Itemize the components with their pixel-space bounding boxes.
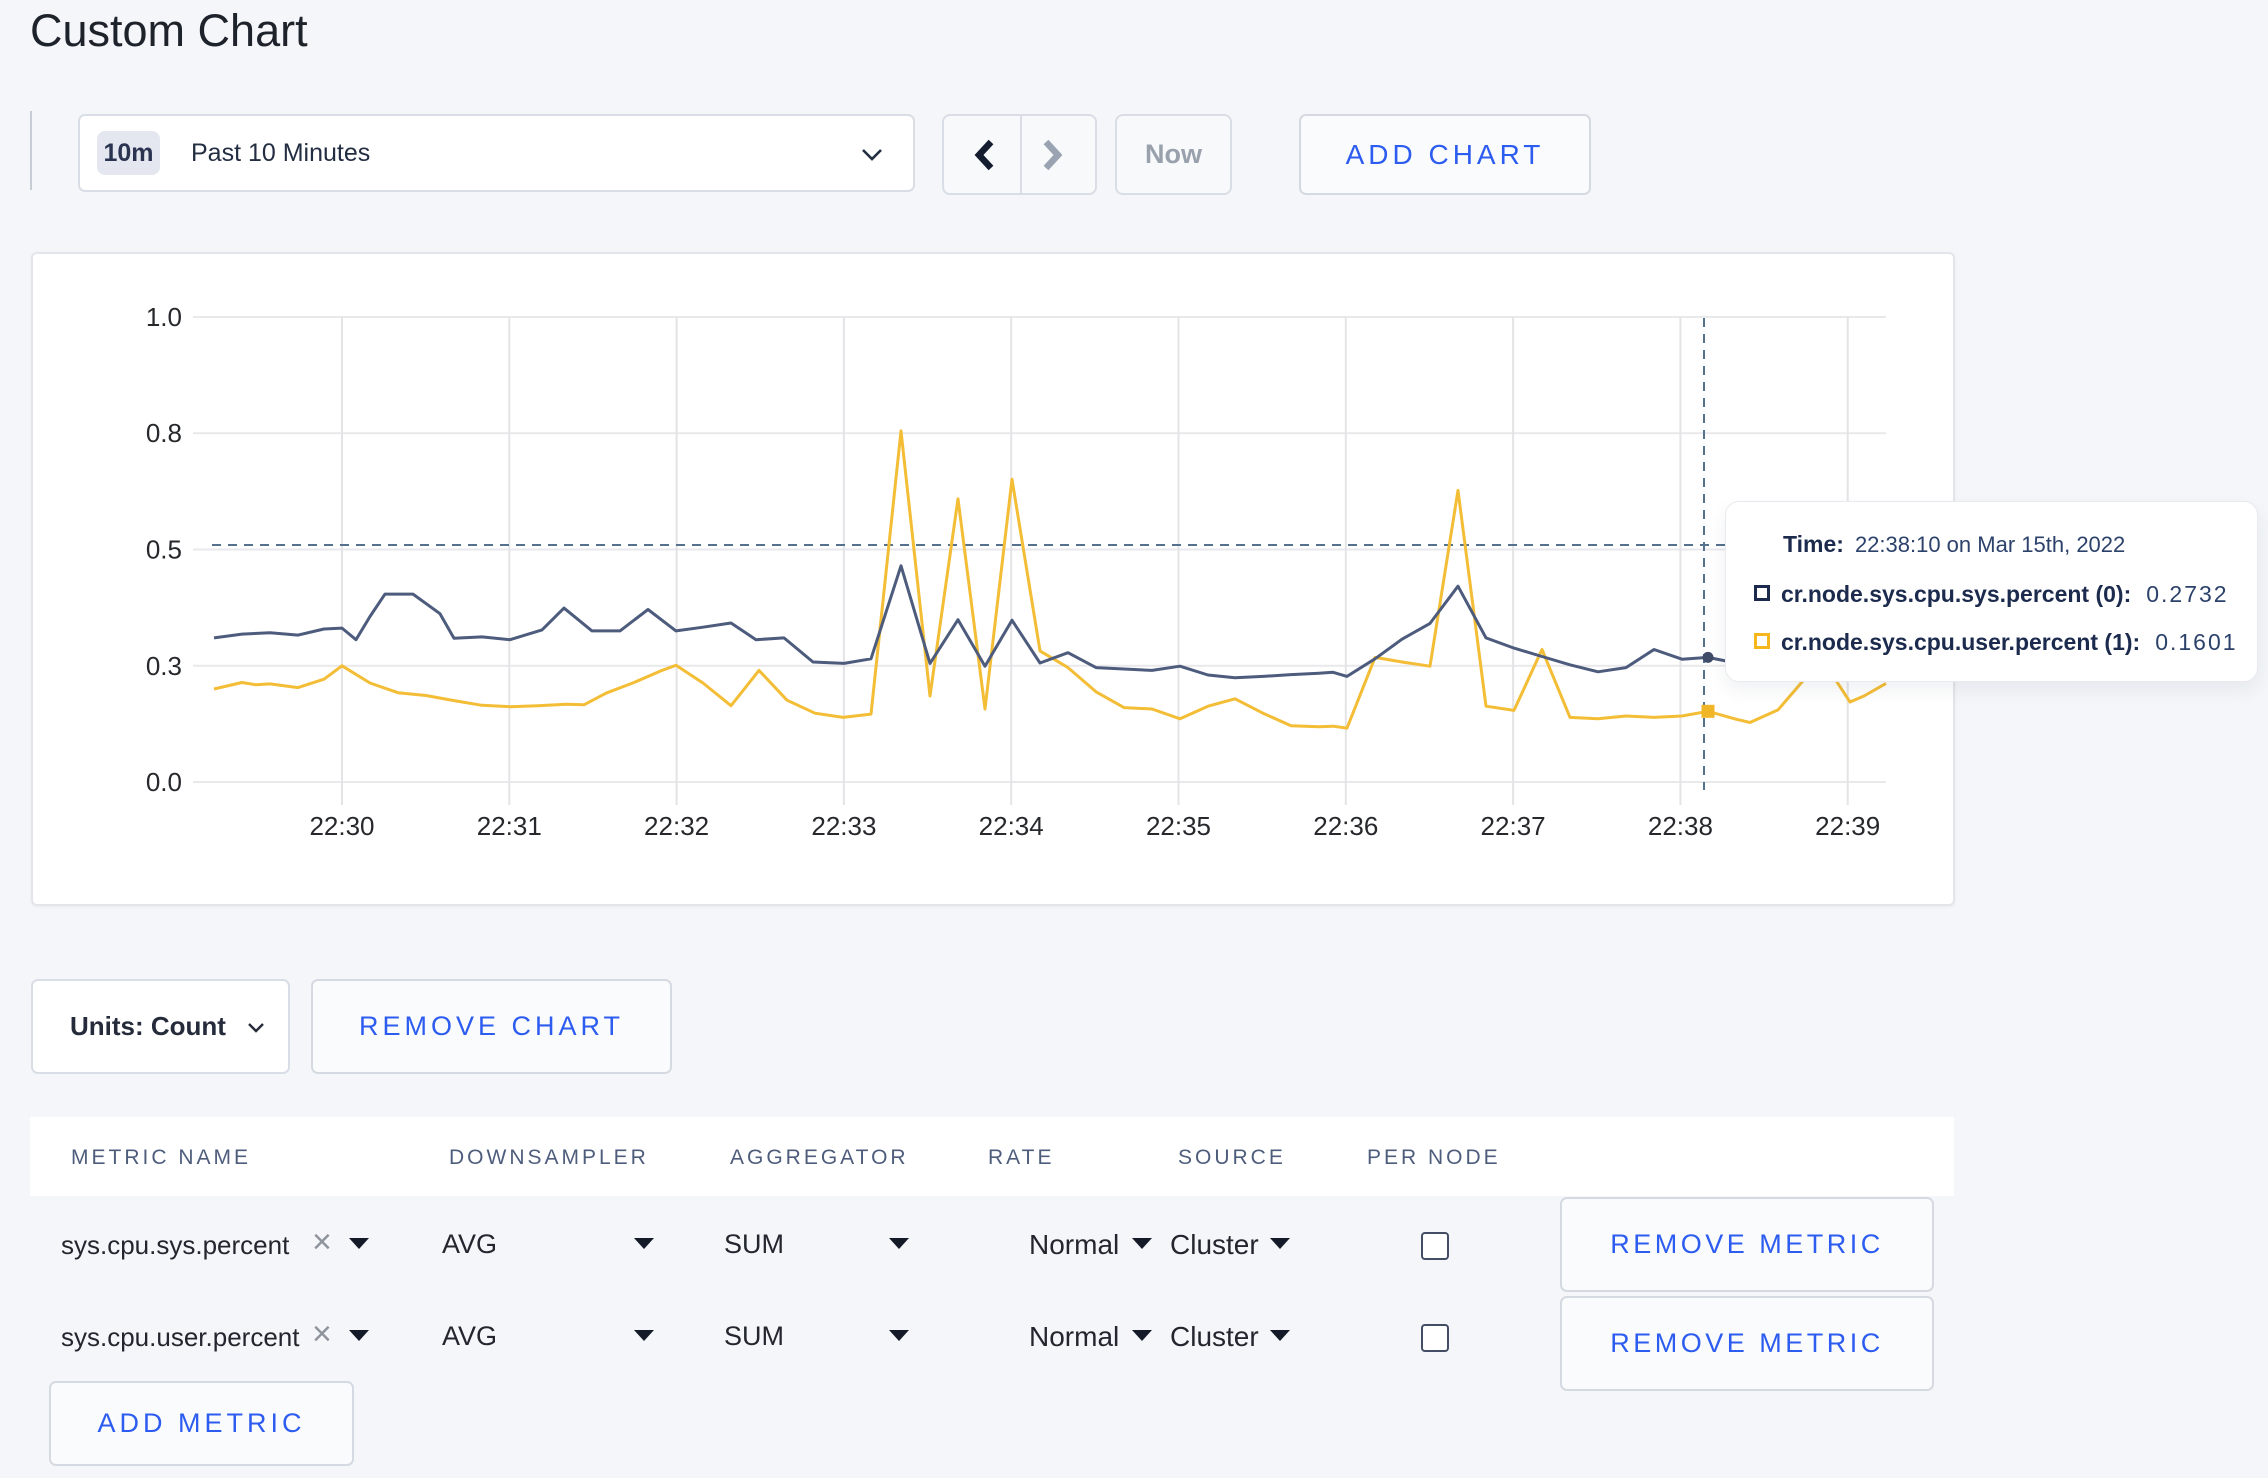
svg-text:0.0: 0.0 <box>146 767 182 797</box>
svg-text:22:34: 22:34 <box>979 811 1044 841</box>
svg-text:22:33: 22:33 <box>811 811 876 841</box>
svg-text:0.3: 0.3 <box>146 651 182 681</box>
svg-text:22:31: 22:31 <box>477 811 542 841</box>
svg-text:22:32: 22:32 <box>644 811 709 841</box>
svg-text:1.0: 1.0 <box>146 302 182 332</box>
svg-text:22:37: 22:37 <box>1481 811 1546 841</box>
svg-text:22:35: 22:35 <box>1146 811 1211 841</box>
svg-text:22:39: 22:39 <box>1815 811 1880 841</box>
svg-text:0.8: 0.8 <box>146 418 182 448</box>
svg-text:0.5: 0.5 <box>146 535 182 565</box>
svg-text:22:38: 22:38 <box>1648 811 1713 841</box>
svg-text:22:30: 22:30 <box>309 811 374 841</box>
svg-text:22:36: 22:36 <box>1313 811 1378 841</box>
